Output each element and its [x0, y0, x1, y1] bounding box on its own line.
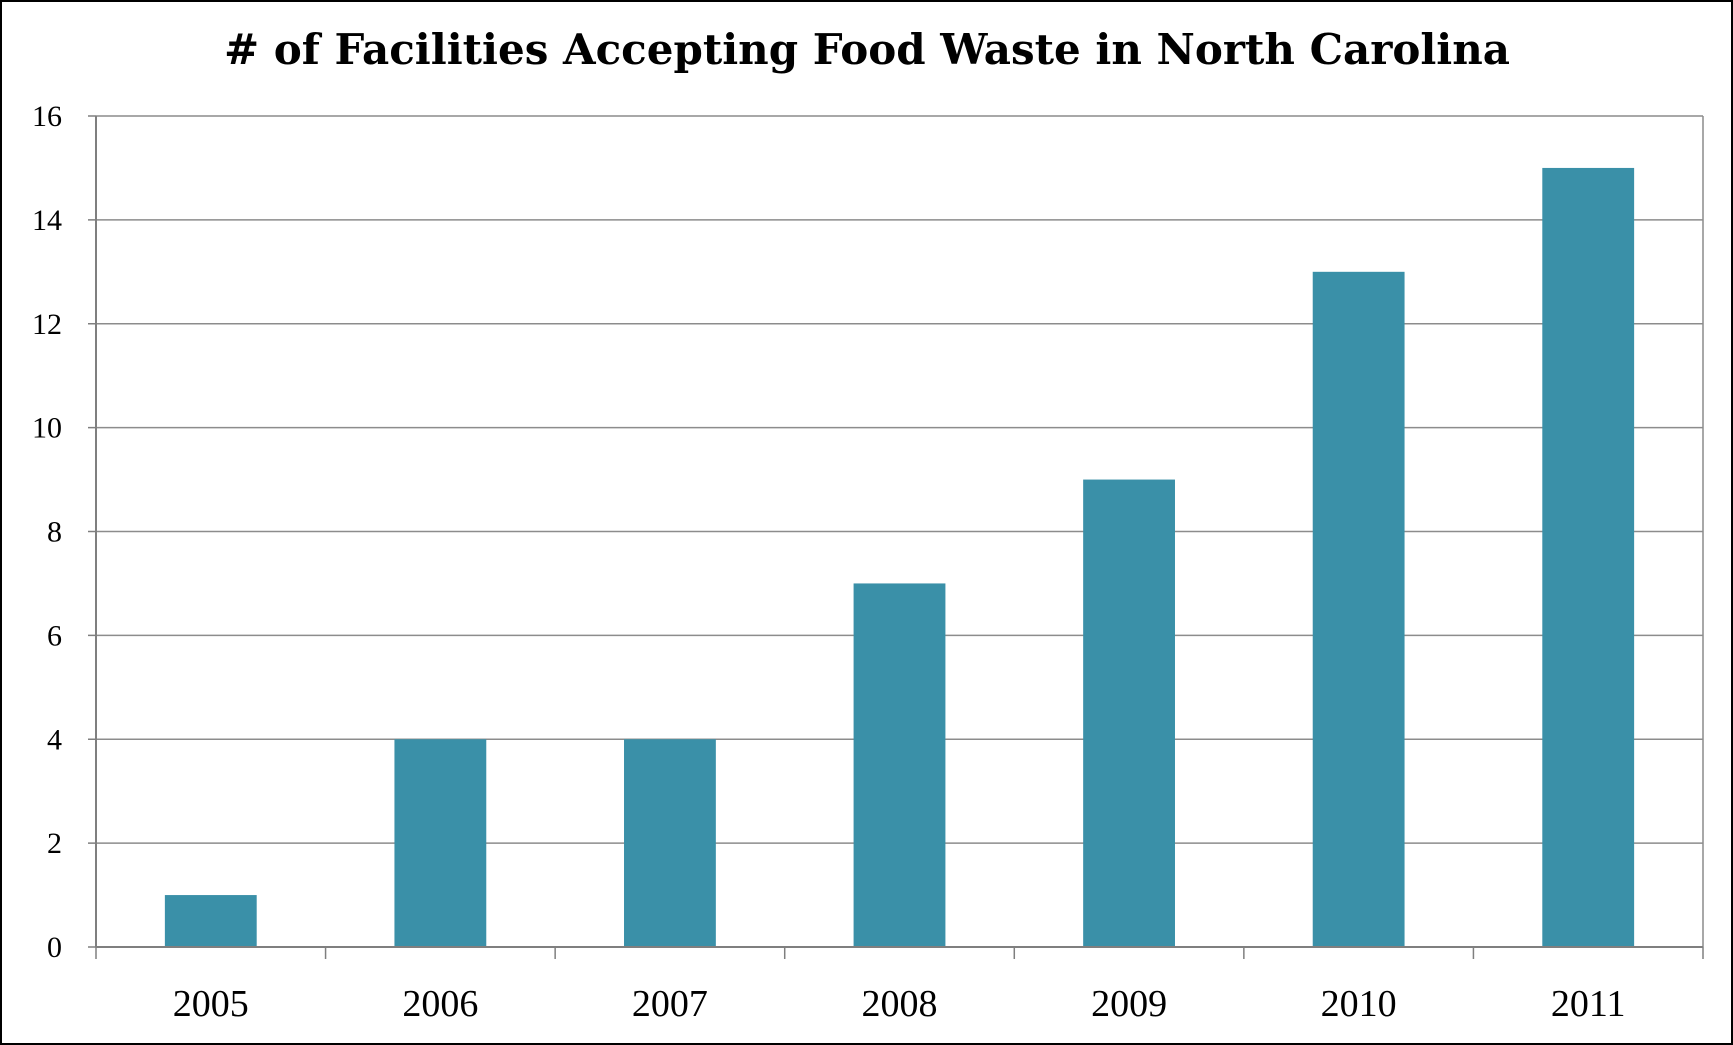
y-tick-label: 8 — [47, 516, 62, 549]
x-tick-label: 2011 — [1551, 983, 1626, 1025]
bars — [164, 167, 1635, 947]
bar-2011 — [1542, 167, 1635, 947]
y-tick-label: 12 — [32, 308, 62, 341]
y-tick-label: 0 — [47, 931, 62, 964]
x-tick-label: 2009 — [1091, 983, 1167, 1025]
y-tick-label: 14 — [32, 204, 62, 237]
bar-2010 — [1312, 271, 1405, 947]
x-tick-label: 2006 — [402, 983, 478, 1025]
axes — [88, 115, 1704, 959]
y-tick-label: 4 — [47, 723, 62, 756]
bar-2007 — [624, 739, 716, 947]
y-tick-label: 16 — [32, 100, 62, 133]
x-tick-label: 2008 — [862, 983, 938, 1025]
y-tick-label: 6 — [47, 619, 62, 652]
bar-2005 — [164, 895, 257, 947]
bar-2008 — [853, 583, 946, 947]
bar-2009 — [1083, 479, 1175, 947]
x-tick-label: 2007 — [632, 983, 708, 1025]
bar-2006 — [394, 739, 487, 947]
y-tick-label: 10 — [32, 412, 62, 445]
x-tick-label: 2010 — [1321, 983, 1397, 1025]
gridlines — [96, 115, 1703, 844]
x-tick-labels: 2005 2006 2007 2008 2009 2010 2011 — [173, 983, 1626, 1025]
x-tick-label: 2005 — [173, 983, 249, 1025]
y-tick-labels: 0 2 4 6 8 10 12 14 16 — [32, 100, 62, 964]
chart-title: # of Facilities Accepting Food Waste in … — [224, 25, 1510, 74]
y-tick-label: 2 — [47, 827, 62, 860]
